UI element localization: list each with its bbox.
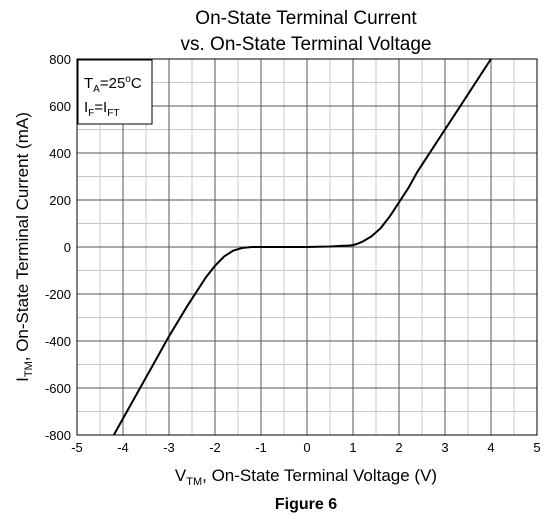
- legend-frame: [77, 59, 153, 125]
- x-tick-label: 0: [303, 440, 310, 455]
- figure-caption: Figure 6: [275, 496, 337, 513]
- x-tick-label: -3: [163, 440, 175, 455]
- x-tick-label: 5: [533, 440, 540, 455]
- legend-box: TA=25oC IF=IFT: [77, 59, 153, 125]
- y-axis-label: ITM, On-State Terminal Current (mA): [13, 112, 35, 382]
- y-tick-label: 600: [49, 99, 71, 114]
- chart-title-line2: vs. On-State Terminal Voltage: [181, 34, 432, 55]
- y-tick-label: 200: [49, 193, 71, 208]
- x-tick-label: -1: [255, 440, 267, 455]
- x-tick-labels: -5 -4 -3 -2 -1 0 1 2 3 4 5: [71, 440, 540, 455]
- y-tick-label: 0: [64, 240, 71, 255]
- legend-current: IF=IFT: [84, 99, 119, 119]
- x-tick-label: 2: [395, 440, 402, 455]
- series-line: [112, 58, 492, 436]
- y-tick-label: -600: [45, 381, 71, 396]
- x-tick-label: 4: [487, 440, 494, 455]
- chart-title-line1: On-State Terminal Current: [195, 8, 417, 29]
- legend-temperature: TA=25oC: [84, 74, 142, 95]
- x-tick-label: -2: [209, 440, 221, 455]
- x-tick-label: -5: [71, 440, 83, 455]
- y-tick-label: -400: [45, 334, 71, 349]
- y-tick-labels: -800 -600 -400 -200 0 200 400 600 800: [45, 52, 71, 443]
- plot-frame: [76, 58, 538, 436]
- y-tick-label: -800: [45, 428, 71, 443]
- y-tick-label: 800: [49, 52, 71, 67]
- x-tick-label: 1: [349, 440, 356, 455]
- y-tick-label: 400: [49, 146, 71, 161]
- y-tick-label: -200: [45, 287, 71, 302]
- x-tick-label: 3: [441, 440, 448, 455]
- x-axis-label: VTM, On-State Terminal Voltage (V): [175, 466, 437, 488]
- x-tick-label: -4: [117, 440, 129, 455]
